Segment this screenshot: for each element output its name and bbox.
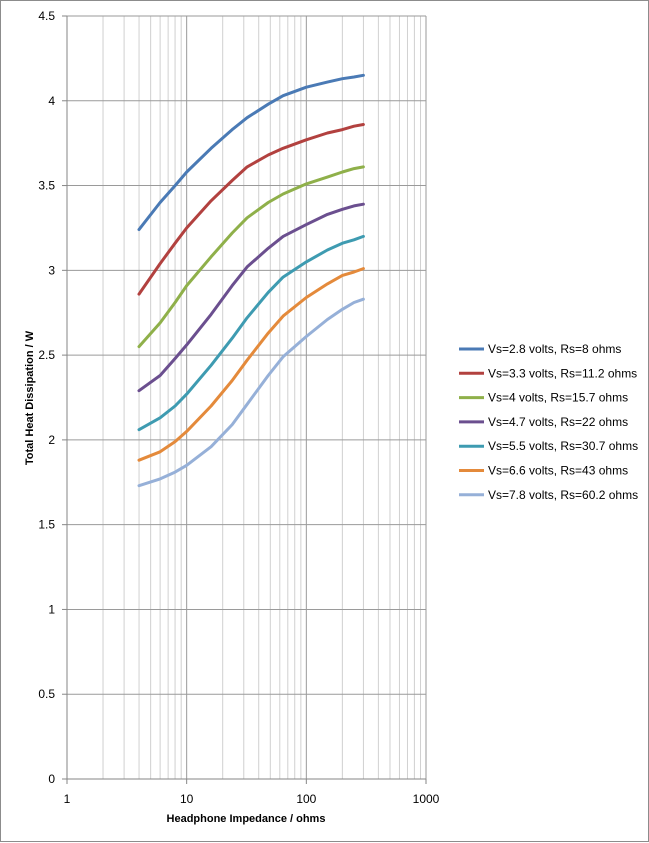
- y-tick-label: 3.5: [38, 179, 55, 193]
- series-layer: [137, 73, 365, 488]
- series-line-4: [137, 202, 365, 393]
- series-line-5: [137, 234, 365, 432]
- y-tick-label: 0: [48, 772, 55, 786]
- legend-label-2: Vs=3.3 volts, Rs=11.2 ohms: [488, 366, 637, 380]
- y-axis-title: Total Heat Dissipation / W: [24, 330, 36, 465]
- y-tick-label: 0.5: [38, 687, 55, 701]
- y-tick-label: 2.5: [38, 348, 55, 362]
- y-tick-label: 4: [48, 94, 55, 108]
- series-line-1: [137, 73, 365, 232]
- axis-layer: 0 0.5 1 1.5 2 2.5 3 3.5 4 4.5 1 10 100 1000: [38, 9, 439, 806]
- legend-label-1: Vs=2.8 volts, Rs=8 ohms: [488, 342, 621, 356]
- y-tick-label: 2: [48, 433, 55, 447]
- x-tick-label: 100: [296, 792, 316, 806]
- legend-label-6: Vs=6.6 volts, Rs=43 ohms: [488, 464, 628, 478]
- x-tick-label: 1: [64, 792, 71, 806]
- x-tick-label: 10: [180, 792, 194, 806]
- legend-label-7: Vs=7.8 volts, Rs=60.2 ohms: [488, 488, 638, 502]
- series-line-2: [137, 123, 365, 296]
- legend-label-3: Vs=4 volts, Rs=15.7 ohms: [488, 391, 628, 405]
- plot-area: [67, 16, 426, 779]
- legend-label-4: Vs=4.7 volts, Rs=22 ohms: [488, 415, 628, 429]
- y-tick-label: 1: [48, 602, 55, 616]
- y-tick-label: 3: [48, 263, 55, 277]
- y-tick-label: 4.5: [38, 9, 55, 23]
- x-tick-label: 1000: [413, 792, 440, 806]
- legend-label-5: Vs=5.5 volts, Rs=30.7 ohms: [488, 439, 638, 453]
- y-tick-label: 1.5: [38, 518, 55, 532]
- x-axis-title: Headphone Impedance / ohms: [167, 813, 326, 825]
- legend: Vs=2.8 volts, Rs=8 ohms Vs=3.3 volts, Rs=…: [459, 342, 638, 502]
- grid-layer: [66, 15, 427, 780]
- series-line-3: [137, 165, 365, 349]
- series-line-7: [137, 297, 365, 488]
- series-line-6: [137, 267, 365, 462]
